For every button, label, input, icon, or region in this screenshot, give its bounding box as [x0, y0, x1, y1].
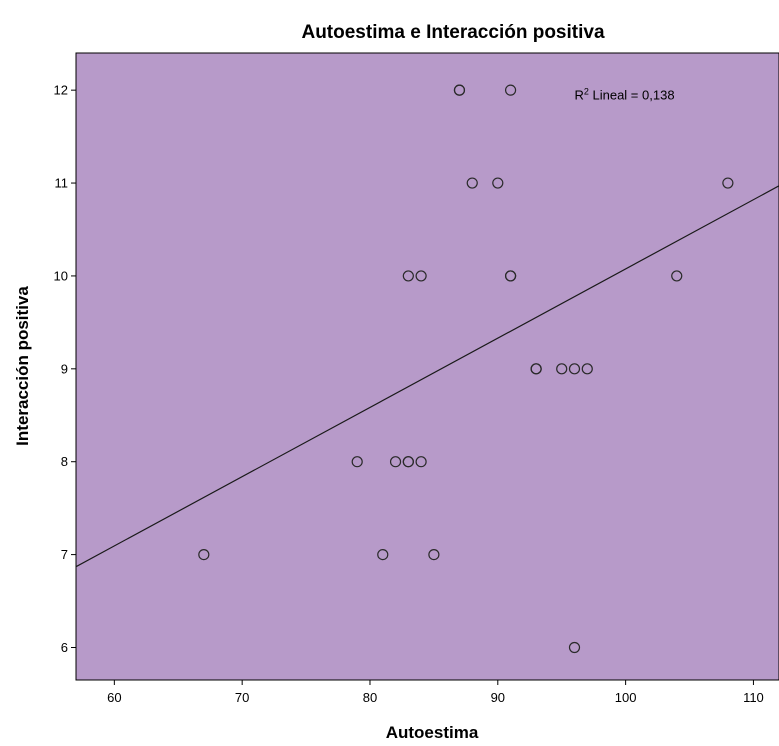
y-tick-label: 11 [55, 176, 69, 191]
x-axis-label: Autoestima [386, 723, 479, 742]
data-point [504, 84, 517, 96]
x-tick-label: 90 [491, 690, 505, 705]
data-point [671, 270, 683, 282]
data-point [402, 456, 414, 468]
x-axis: 60 70 80 90 100 110 [107, 680, 764, 705]
x-tick-label: 110 [743, 690, 764, 705]
x-tick-label: 60 [107, 690, 121, 705]
data-point [453, 84, 466, 96]
data-point [415, 456, 427, 468]
fit-line [76, 185, 779, 568]
x-tick-label: 80 [363, 690, 377, 705]
chart-title: Autoestima e Interacción positiva [301, 22, 604, 43]
y-tick-label: 10 [54, 268, 68, 283]
y-tick-label: 7 [61, 547, 68, 562]
y-axis: 6 7 8 9 10 11 12 [54, 83, 76, 655]
y-tick-label: 12 [54, 83, 68, 98]
y-tick-label: 8 [61, 454, 68, 469]
r2-prefix: R [574, 87, 583, 102]
data-point [492, 177, 504, 189]
data-point [581, 363, 593, 375]
data-point [466, 177, 478, 189]
y-axis-label: Interacción positiva [13, 286, 32, 446]
fit-line-layer [76, 185, 779, 568]
data-point [389, 456, 402, 468]
r2-superscript: 2 [584, 86, 589, 96]
y-tick-label: 9 [61, 361, 68, 376]
data-point [530, 363, 542, 375]
plot-background [75, 52, 779, 681]
data-points [198, 84, 734, 654]
x-tick-label: 70 [235, 690, 249, 705]
x-tick-label: 100 [615, 690, 637, 705]
data-point [428, 548, 440, 561]
plot-area: R2 Lineal = 0,138 [75, 52, 779, 681]
r2-value: Lineal = 0,138 [589, 87, 675, 102]
data-point [351, 456, 363, 468]
data-point [415, 270, 427, 282]
data-point [568, 641, 581, 654]
r2-annotation: R2 Lineal = 0,138 [574, 86, 674, 102]
data-point [556, 363, 568, 375]
data-point [504, 270, 517, 282]
y-tick-label: 6 [61, 640, 68, 655]
data-point [722, 177, 734, 189]
data-point [568, 363, 581, 375]
data-point [377, 548, 389, 561]
data-point [402, 270, 414, 282]
data-point [198, 548, 210, 561]
